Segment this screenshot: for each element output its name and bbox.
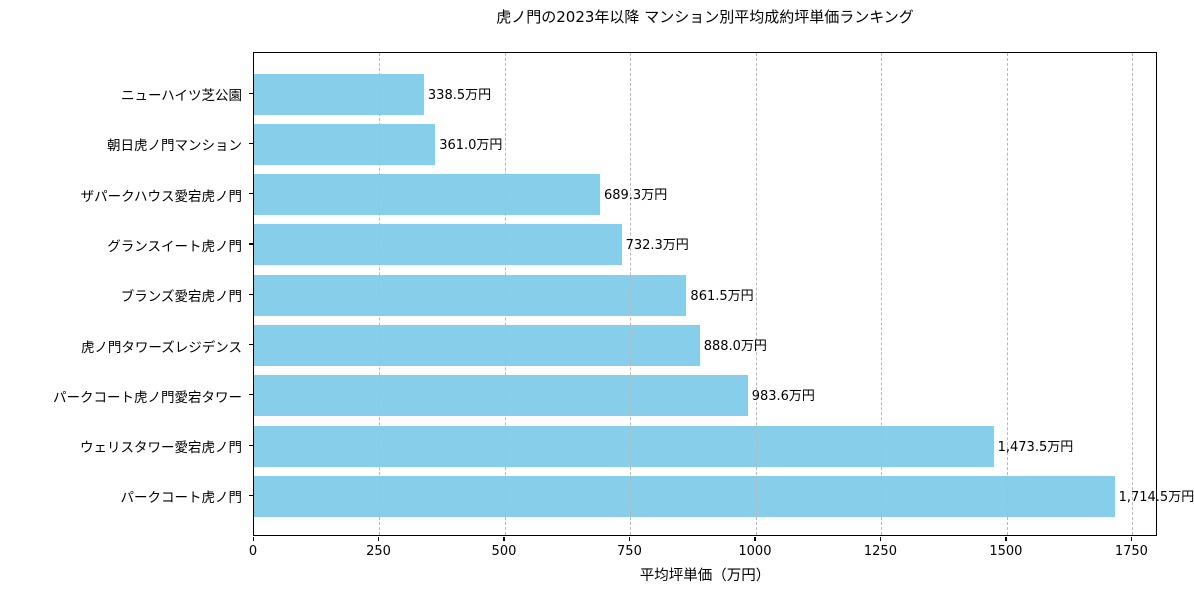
x-tick-mark-1000 — [754, 537, 756, 541]
gridline-x-1000 — [755, 53, 757, 535]
x-tick-label-1500: 1500 — [989, 544, 1023, 559]
gridline-x-500 — [504, 53, 506, 535]
y-tick-label-2: ザパークハウス愛宕虎ノ門 — [80, 188, 242, 205]
x-tick-label-250: 250 — [366, 544, 391, 559]
x-tick-label-500: 500 — [491, 544, 517, 559]
gridline-x-250 — [379, 53, 381, 535]
y-tick-label-4: ブランズ愛宕虎ノ門 — [120, 289, 242, 306]
y-tick-mark-4 — [249, 293, 253, 295]
gridline-x-1750 — [1132, 53, 1134, 535]
gridline-x-1500 — [1006, 53, 1008, 535]
y-tick-mark-6 — [249, 394, 253, 396]
y-tick-mark-8 — [249, 494, 253, 497]
x-tick-label-1750: 1750 — [1114, 544, 1148, 559]
y-tick-label-7: ウェリスタワー愛宕虎ノ門 — [80, 440, 242, 457]
y-tick-mark-7 — [249, 444, 253, 446]
x-tick-mark-1250 — [879, 537, 882, 541]
bar-value-label-8: 1,714.5万円 — [1118, 489, 1194, 505]
y-tick-mark-0 — [249, 92, 253, 94]
bar-value-label-3: 732.3万円 — [625, 238, 689, 254]
bar-8 — [254, 475, 1115, 517]
y-tick-mark-3 — [249, 243, 253, 245]
x-tick-mark-0 — [252, 537, 254, 541]
x-axis-title: 平均坪単価（万円） — [639, 568, 771, 584]
y-tick-label-0: ニューハイツ芝公園 — [121, 88, 242, 104]
bar-2 — [254, 174, 600, 216]
x-tick-mark-1750 — [1130, 537, 1133, 541]
y-tick-label-8: パークコート虎ノ門 — [120, 490, 243, 507]
bar-3 — [254, 224, 622, 266]
plot-area — [253, 52, 1157, 536]
x-tick-mark-500 — [503, 537, 505, 541]
y-tick-mark-5 — [249, 344, 253, 346]
x-tick-mark-250 — [377, 537, 380, 541]
bar-7 — [254, 425, 994, 467]
x-tick-mark-1500 — [1005, 537, 1007, 541]
x-tick-label-1000: 1000 — [738, 544, 772, 559]
bar-1 — [254, 123, 436, 165]
bar-0 — [254, 73, 424, 115]
x-tick-mark-750 — [628, 537, 631, 541]
y-tick-mark-2 — [249, 193, 253, 195]
bar-value-label-5: 888.0万円 — [703, 339, 767, 354]
x-tick-label-1250: 1250 — [863, 544, 897, 559]
gridline-x-1250 — [881, 53, 883, 535]
bar-5 — [254, 325, 700, 366]
bar-value-label-4: 861.5万円 — [690, 288, 754, 304]
x-tick-label-750: 750 — [617, 544, 642, 559]
y-tick-label-3: グランスイート虎ノ門 — [107, 238, 242, 255]
bar-value-label-2: 689.3万円 — [603, 188, 668, 204]
y-tick-label-6: パークコート虎ノ門愛宕タワー — [53, 389, 242, 406]
bar-4 — [254, 274, 687, 316]
y-tick-label-5: 虎ノ門タワーズレジデンス — [80, 339, 242, 356]
x-tick-label-0: 0 — [248, 544, 258, 559]
y-tick-label-1: 朝日虎ノ門マンション — [107, 138, 242, 155]
bar-value-label-7: 1,473.5万円 — [997, 439, 1074, 455]
bar-6 — [254, 375, 748, 417]
bar-value-label-1: 361.0万円 — [439, 137, 503, 153]
bar-value-label-0: 338.5万円 — [427, 87, 492, 103]
bar-value-label-6: 983.6万円 — [751, 389, 815, 405]
gridline-x-750 — [630, 53, 632, 535]
y-tick-mark-1 — [249, 142, 253, 144]
chart-title: 虎ノ門の2023年以降 マンション別平均成約坪単価ランキング — [496, 8, 914, 26]
